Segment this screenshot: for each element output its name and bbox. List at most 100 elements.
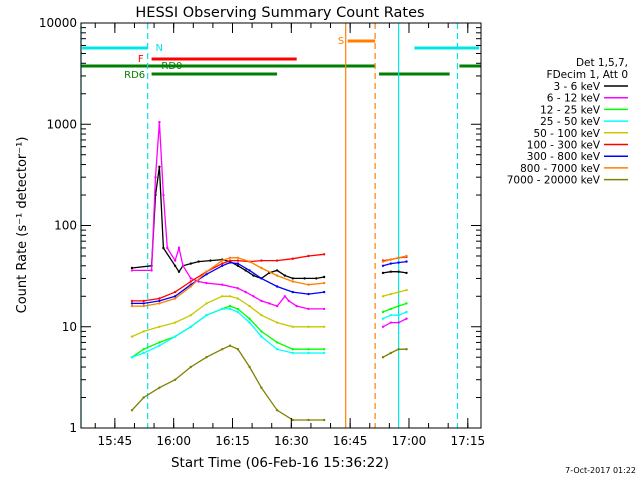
data-point (389, 270, 392, 273)
data-point (236, 310, 240, 314)
data-point (405, 288, 408, 292)
data-point (228, 261, 232, 264)
series-line-8 (382, 348, 407, 358)
data-point (381, 264, 385, 267)
data-point (130, 304, 134, 308)
data-point (221, 264, 224, 267)
data-point (275, 269, 279, 272)
data-point (295, 304, 298, 308)
data-point (162, 246, 165, 250)
data-point (130, 335, 134, 338)
data-point (322, 418, 326, 422)
data-point (275, 348, 279, 351)
legend-header: Det 1,5,7, (576, 57, 628, 69)
data-point (260, 330, 263, 333)
series-line-3 (382, 311, 407, 320)
data-point (291, 280, 294, 283)
data-point (322, 275, 326, 279)
data-point (158, 299, 161, 303)
data-point (397, 256, 400, 259)
data-point (322, 281, 326, 285)
x-tick-label: 16:30 (274, 434, 309, 448)
data-point (381, 260, 385, 263)
data-point (260, 277, 263, 280)
data-point (260, 314, 263, 317)
data-point (244, 269, 247, 272)
data-point (158, 344, 161, 347)
flag-label-s: S (338, 36, 344, 47)
x-tick-label: 17:00 (392, 434, 427, 448)
data-point (283, 295, 287, 298)
timestamp: 7-Oct-2017 01:22 (565, 466, 636, 475)
y-tick-label: 10000 (39, 16, 77, 30)
data-point (389, 292, 392, 296)
data-point (322, 325, 326, 328)
data-point (205, 302, 208, 305)
data-point (307, 325, 310, 328)
data-point (173, 264, 177, 267)
data-point (205, 281, 208, 285)
x-tick-label: 17:15 (451, 434, 486, 448)
series-line-7 (382, 255, 407, 263)
data-point (205, 314, 208, 317)
data-point (142, 299, 145, 303)
data-point (307, 254, 310, 258)
data-point (389, 262, 392, 265)
data-point (291, 351, 294, 355)
data-point (260, 335, 263, 338)
data-point (405, 302, 408, 305)
data-point (173, 335, 177, 338)
data-point (236, 262, 240, 265)
data-point (181, 264, 185, 267)
series-line-1 (382, 318, 407, 328)
data-point (205, 270, 208, 273)
data-point (142, 330, 145, 333)
data-point (303, 277, 306, 280)
data-point (405, 271, 408, 275)
data-point (173, 378, 177, 381)
data-point (173, 297, 177, 300)
data-point (205, 356, 208, 359)
data-point (291, 325, 294, 328)
y-tick-label: 100 (54, 219, 77, 233)
data-point (307, 292, 310, 296)
data-point (405, 254, 408, 258)
data-point (142, 302, 145, 305)
legend-entry-label: 25 - 50 keV (540, 116, 601, 128)
data-point (405, 317, 408, 320)
data-point (189, 365, 192, 369)
data-point (397, 290, 400, 294)
x-tick-label: 16:15 (215, 434, 250, 448)
data-point (197, 260, 200, 263)
legend-entry-label: 50 - 100 keV (533, 128, 600, 140)
data-point (389, 351, 392, 355)
y-tick-label: 10 (62, 320, 77, 334)
data-point (158, 341, 161, 344)
flag-label-rd6: RD6 (124, 70, 145, 81)
data-point (307, 351, 310, 355)
data-point (381, 310, 385, 314)
data-point (236, 307, 240, 311)
x-tick-label: 16:00 (156, 434, 191, 448)
data-point (166, 246, 169, 250)
data-point (291, 348, 294, 351)
x-axis-label: Start Time (06-Feb-16 15:36:22) (171, 455, 389, 471)
data-point (173, 290, 177, 294)
data-point (189, 285, 192, 288)
data-point (307, 283, 310, 286)
series-line-2 (382, 302, 407, 313)
chart-title: HESSI Observing Summary Count Rates (135, 5, 424, 21)
data-point (221, 307, 224, 311)
data-point (177, 270, 181, 273)
data-point (275, 259, 279, 262)
data-point (177, 246, 181, 250)
data-point (275, 409, 279, 412)
x-tick-label: 15:45 (98, 434, 133, 448)
data-point (248, 321, 251, 324)
data-point (158, 165, 161, 168)
data-point (260, 299, 263, 303)
data-point (158, 297, 161, 300)
data-point (248, 365, 251, 369)
